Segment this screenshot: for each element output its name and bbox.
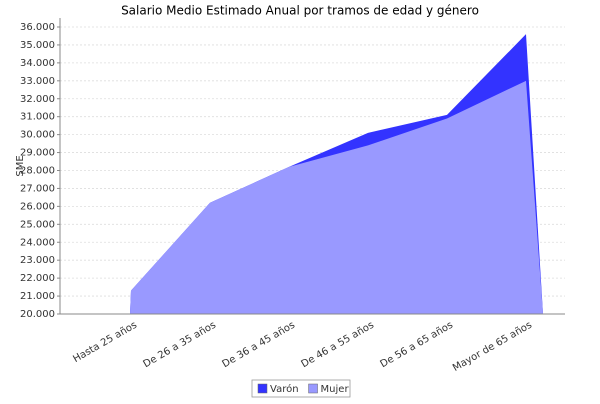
y-tick-label: 31.000 [20, 112, 55, 123]
y-tick-label: 21.000 [20, 291, 55, 302]
chart-title: Salario Medio Estimado Anual por tramos … [121, 4, 479, 18]
y-tick-label: 32.000 [20, 94, 55, 105]
legend-label: Varón [270, 383, 299, 395]
legend-swatch [308, 383, 318, 394]
legend-label: Mujer [321, 384, 350, 395]
legend: Varón Mujer [257, 383, 350, 395]
legend-box [251, 379, 351, 398]
y-tick-label: 28.000 [20, 166, 55, 177]
y-tick-label: 36.000 [20, 22, 55, 33]
y-tick-label: 35.000 [20, 40, 55, 51]
y-tick-label: 30.000 [20, 130, 55, 141]
y-tick-label: 33.000 [20, 76, 55, 87]
legend-swatch [257, 383, 268, 394]
y-tick-label: 27.000 [20, 183, 55, 194]
y-tick-label: 34.000 [20, 58, 55, 69]
y-tick-label: 22.000 [20, 273, 55, 284]
y-tick-label: 29.000 [20, 148, 55, 159]
y-tick-label: 20.000 [20, 309, 55, 320]
y-axis-label: SME [15, 155, 26, 176]
areas [130, 34, 543, 315]
y-tick-label: 24.000 [20, 237, 55, 248]
y-tick-label: 26.000 [20, 201, 55, 212]
y-tick-label: 23.000 [20, 255, 55, 266]
y-tick-label: 25.000 [20, 219, 55, 230]
area [130, 80, 543, 314]
